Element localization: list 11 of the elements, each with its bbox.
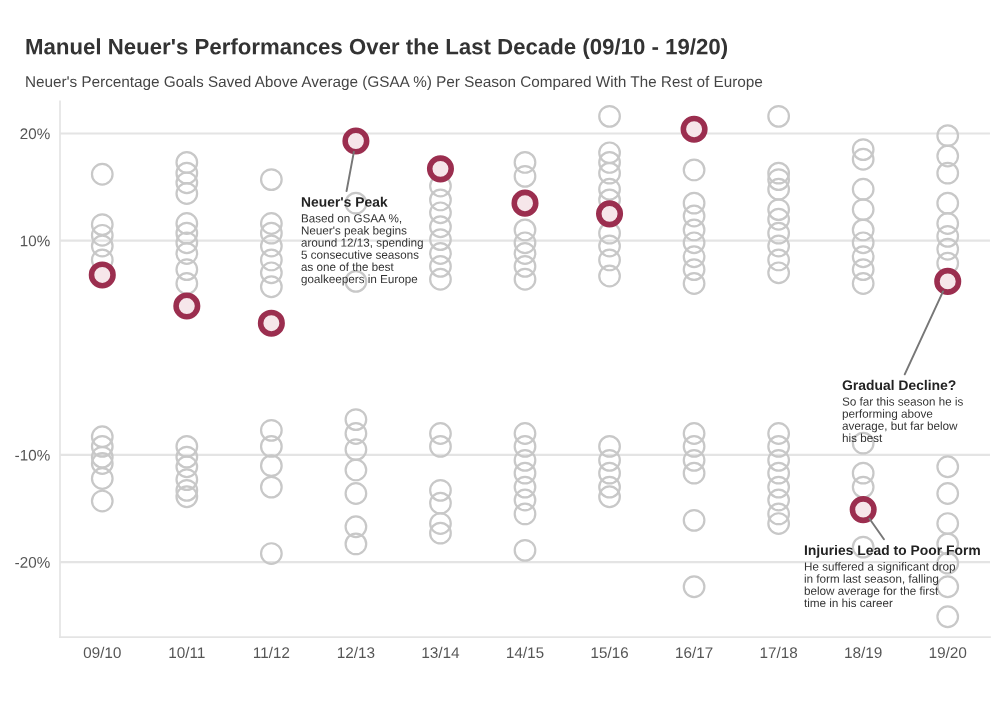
point xyxy=(426,155,454,183)
point xyxy=(342,127,370,155)
point xyxy=(849,496,877,524)
point xyxy=(173,292,201,320)
chart-title: Manuel Neuer's Performances Over the Last Decade (09/10 - 19/20) xyxy=(26,38,728,59)
point xyxy=(596,200,624,228)
point xyxy=(680,115,708,143)
point xyxy=(511,189,539,217)
point xyxy=(88,261,116,289)
point xyxy=(257,309,285,337)
point xyxy=(934,267,962,295)
